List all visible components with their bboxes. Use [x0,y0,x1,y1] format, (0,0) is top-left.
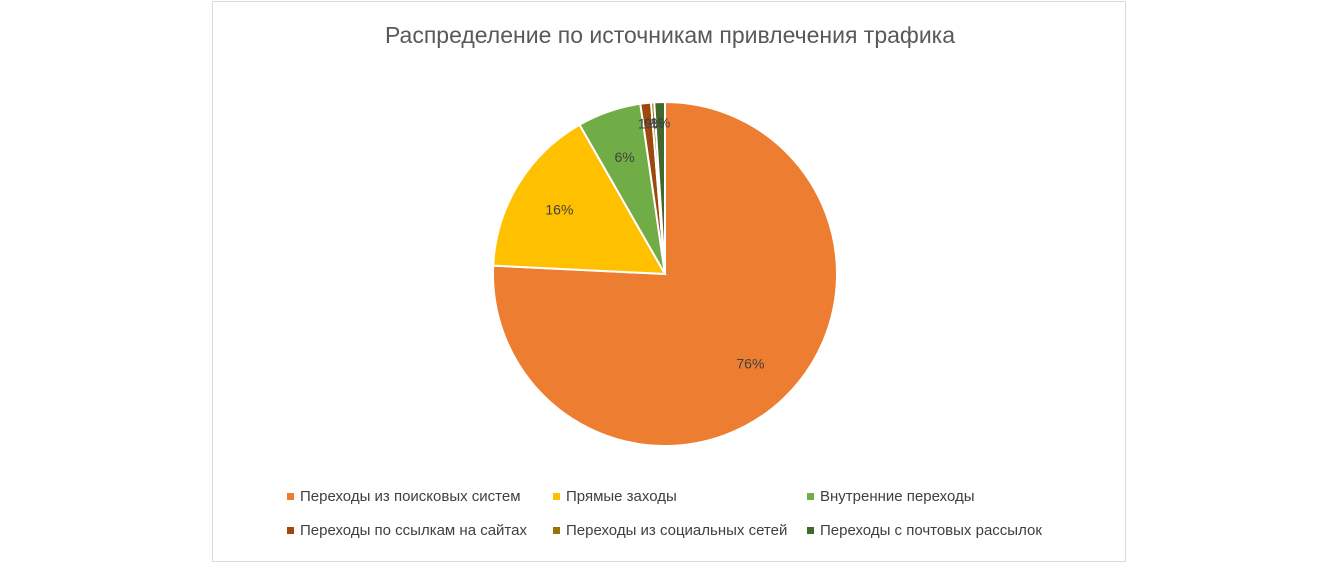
data-label-2: 16% [545,201,573,217]
data-label-6: 1% [650,115,670,131]
pie-slice-1 [492,100,838,447]
pie-slice-2 [492,123,667,276]
pie-chart: 76% 16% 6% 1%0%1% [492,100,838,447]
chart-area: Распределение по источникам привлечения … [212,1,1126,562]
data-label-4: 1% [638,116,658,132]
pie-slice-6 [653,100,666,275]
data-label-1: 76% [736,356,764,372]
data-label-5: 0% [644,115,664,131]
data-label-3: 6% [615,149,635,165]
chart-title: Распределение по источникам привлечения … [384,22,956,48]
